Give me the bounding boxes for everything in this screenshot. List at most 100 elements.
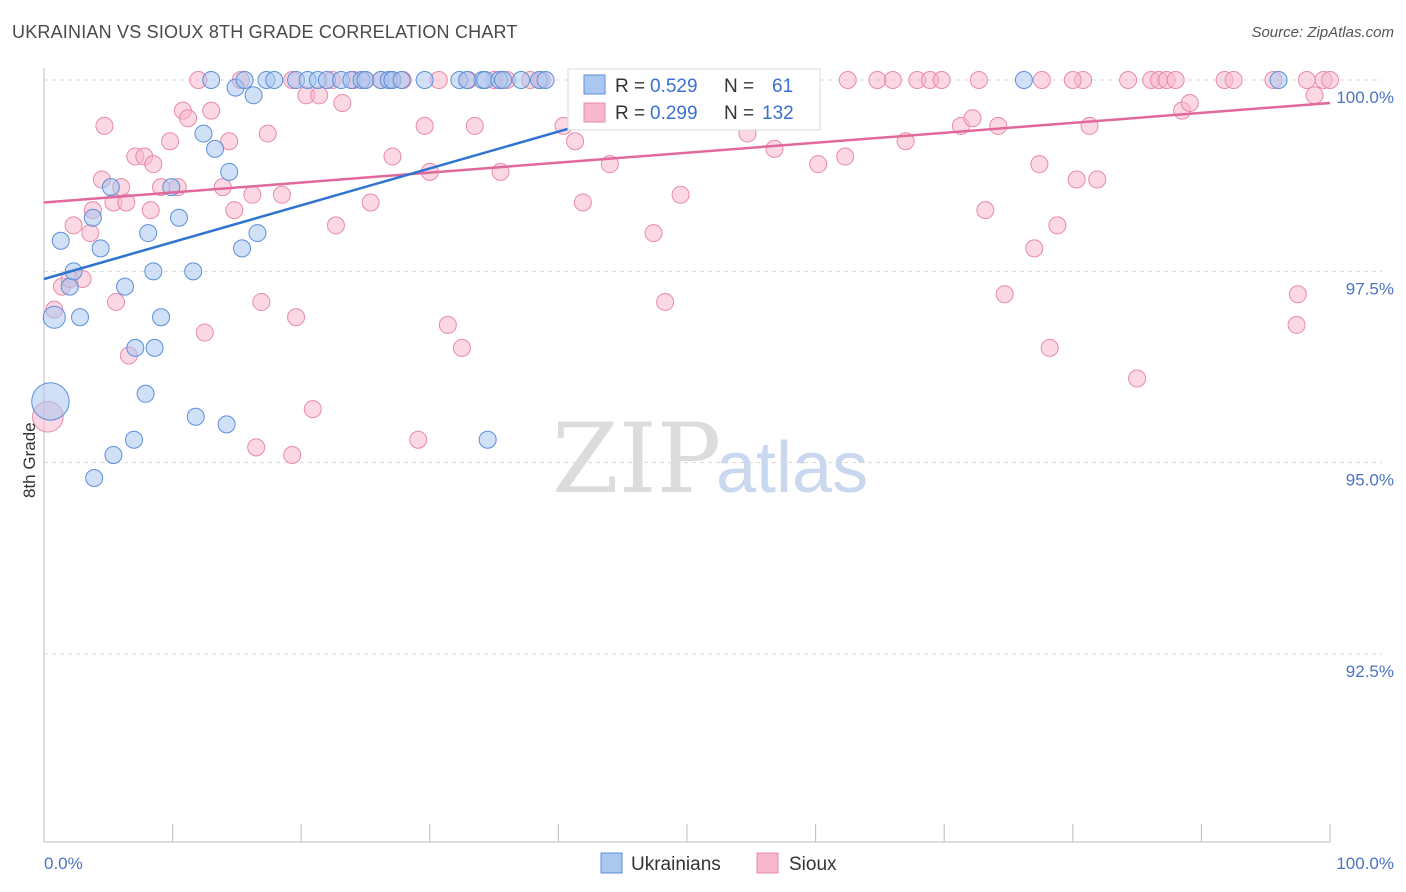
sioux-point xyxy=(1128,369,1147,388)
sioux-point xyxy=(932,71,951,89)
legend-r-value-1: 0.529 xyxy=(650,76,698,97)
sioux-point xyxy=(258,124,277,143)
ukrainians-point xyxy=(152,308,171,327)
watermark-zip: ZIP xyxy=(552,403,721,515)
sioux-point xyxy=(81,224,100,243)
sioux-point xyxy=(1180,93,1199,112)
sioux-point xyxy=(252,292,271,311)
legend-swatch-blue xyxy=(583,74,606,95)
legend-sioux-label: Sioux xyxy=(789,854,837,875)
sioux-point xyxy=(644,224,663,243)
sioux-point xyxy=(179,109,198,128)
sioux-point xyxy=(438,315,457,334)
ukrainians-point xyxy=(458,71,477,89)
sioux-point xyxy=(161,132,180,151)
sioux-point xyxy=(326,216,345,235)
sioux-point xyxy=(95,116,114,135)
ukrainians-point xyxy=(144,262,163,281)
ukrainians-point xyxy=(31,382,70,421)
sioux-point xyxy=(836,147,855,166)
ukrainians-point xyxy=(512,71,531,89)
ukrainians-point xyxy=(145,338,164,357)
sioux-point xyxy=(243,185,262,204)
ukrainians-point xyxy=(1269,71,1288,89)
sioux-point xyxy=(1040,338,1059,357)
y-tick-label-0: 100.0% xyxy=(1336,88,1394,107)
sioux-point xyxy=(141,201,160,220)
sioux-point xyxy=(1088,170,1107,189)
ukrainians-point xyxy=(478,430,497,449)
ukrainians-point xyxy=(194,124,213,143)
chart-title: UKRAINIAN VS SIOUX 8TH GRADE CORRELATION… xyxy=(12,22,518,42)
ukrainians-point xyxy=(220,162,239,181)
ukrainians-point xyxy=(60,277,79,296)
sioux-point xyxy=(566,132,585,151)
sioux-point xyxy=(809,155,828,174)
ukrainians-point xyxy=(42,305,66,329)
sioux-point xyxy=(868,71,887,89)
sioux-point xyxy=(1321,71,1339,89)
sioux-point xyxy=(195,323,214,342)
legend-ukrainians-label: Ukrainians xyxy=(631,854,721,875)
y-tick-label-2: 95.0% xyxy=(1346,471,1394,490)
ukrainians-point xyxy=(248,224,267,243)
sioux-point xyxy=(1025,239,1044,258)
sioux-point xyxy=(465,116,484,135)
ukrainians-point xyxy=(71,308,90,327)
ukrainians-point xyxy=(184,262,203,281)
ukrainians-point xyxy=(91,239,110,258)
ukrainians-point xyxy=(217,415,236,434)
ukrainians-point xyxy=(244,86,263,105)
sioux-point xyxy=(247,438,266,457)
sioux-point xyxy=(969,71,988,89)
sioux-point xyxy=(1048,216,1067,235)
y-tick-labels: 100.0% 97.5% 95.0% 92.5% xyxy=(1336,88,1394,681)
ukrainians-point xyxy=(265,71,284,89)
sioux-point xyxy=(963,109,982,128)
sioux-point xyxy=(838,71,857,89)
legend-n-label-1: N = xyxy=(724,76,754,97)
x-tick-labels: 0.0% 100.0% xyxy=(44,854,1394,873)
sioux-point xyxy=(765,139,784,158)
legend-n-value-2: 132 xyxy=(762,103,794,124)
sioux-point xyxy=(1224,71,1243,89)
ukrainians-point xyxy=(494,71,513,89)
sioux-point xyxy=(415,116,434,135)
ukrainians-point xyxy=(126,338,145,357)
sioux-point xyxy=(976,201,995,220)
grid-lines xyxy=(44,79,1382,655)
watermark-atlas: atlas xyxy=(716,428,868,508)
sioux-point xyxy=(989,116,1008,135)
sioux-point xyxy=(225,201,244,220)
ukrainians-point xyxy=(116,277,135,296)
ukrainians-point xyxy=(356,71,375,89)
sioux-point xyxy=(361,193,380,212)
sioux-point xyxy=(452,338,471,357)
watermark: ZIP atlas xyxy=(552,403,868,515)
sioux-point xyxy=(202,101,221,120)
y-axis-label: 8th Grade xyxy=(20,422,39,498)
sioux-point xyxy=(220,132,239,151)
sioux-point xyxy=(1030,155,1049,174)
sioux-point xyxy=(310,86,329,105)
legend-sioux-swatch xyxy=(756,852,779,874)
legend-n-label-2: N = xyxy=(724,103,754,124)
sioux-point xyxy=(1063,71,1082,89)
sioux-point xyxy=(1287,315,1306,334)
ukrainians-point xyxy=(235,71,254,89)
ukrainians-point xyxy=(1014,71,1033,89)
source-attribution[interactable]: Source: ZipAtlas.com xyxy=(1251,24,1394,41)
axes xyxy=(43,68,1331,843)
sioux-point xyxy=(883,71,902,89)
ukrainians-point xyxy=(186,407,205,426)
sioux-point xyxy=(333,93,352,112)
sioux-point xyxy=(1288,285,1307,304)
y-tick-label-3: 92.5% xyxy=(1346,662,1394,681)
legend-r-value-2: 0.299 xyxy=(650,103,698,124)
sioux-point xyxy=(1305,86,1324,105)
sioux-point xyxy=(272,185,291,204)
ukrainians-point xyxy=(104,446,123,465)
stats-legend: R = 0.529 N = 61 R = 0.299 N = 132 xyxy=(567,68,821,131)
sioux-point xyxy=(1067,170,1086,189)
sioux-point xyxy=(287,308,306,327)
